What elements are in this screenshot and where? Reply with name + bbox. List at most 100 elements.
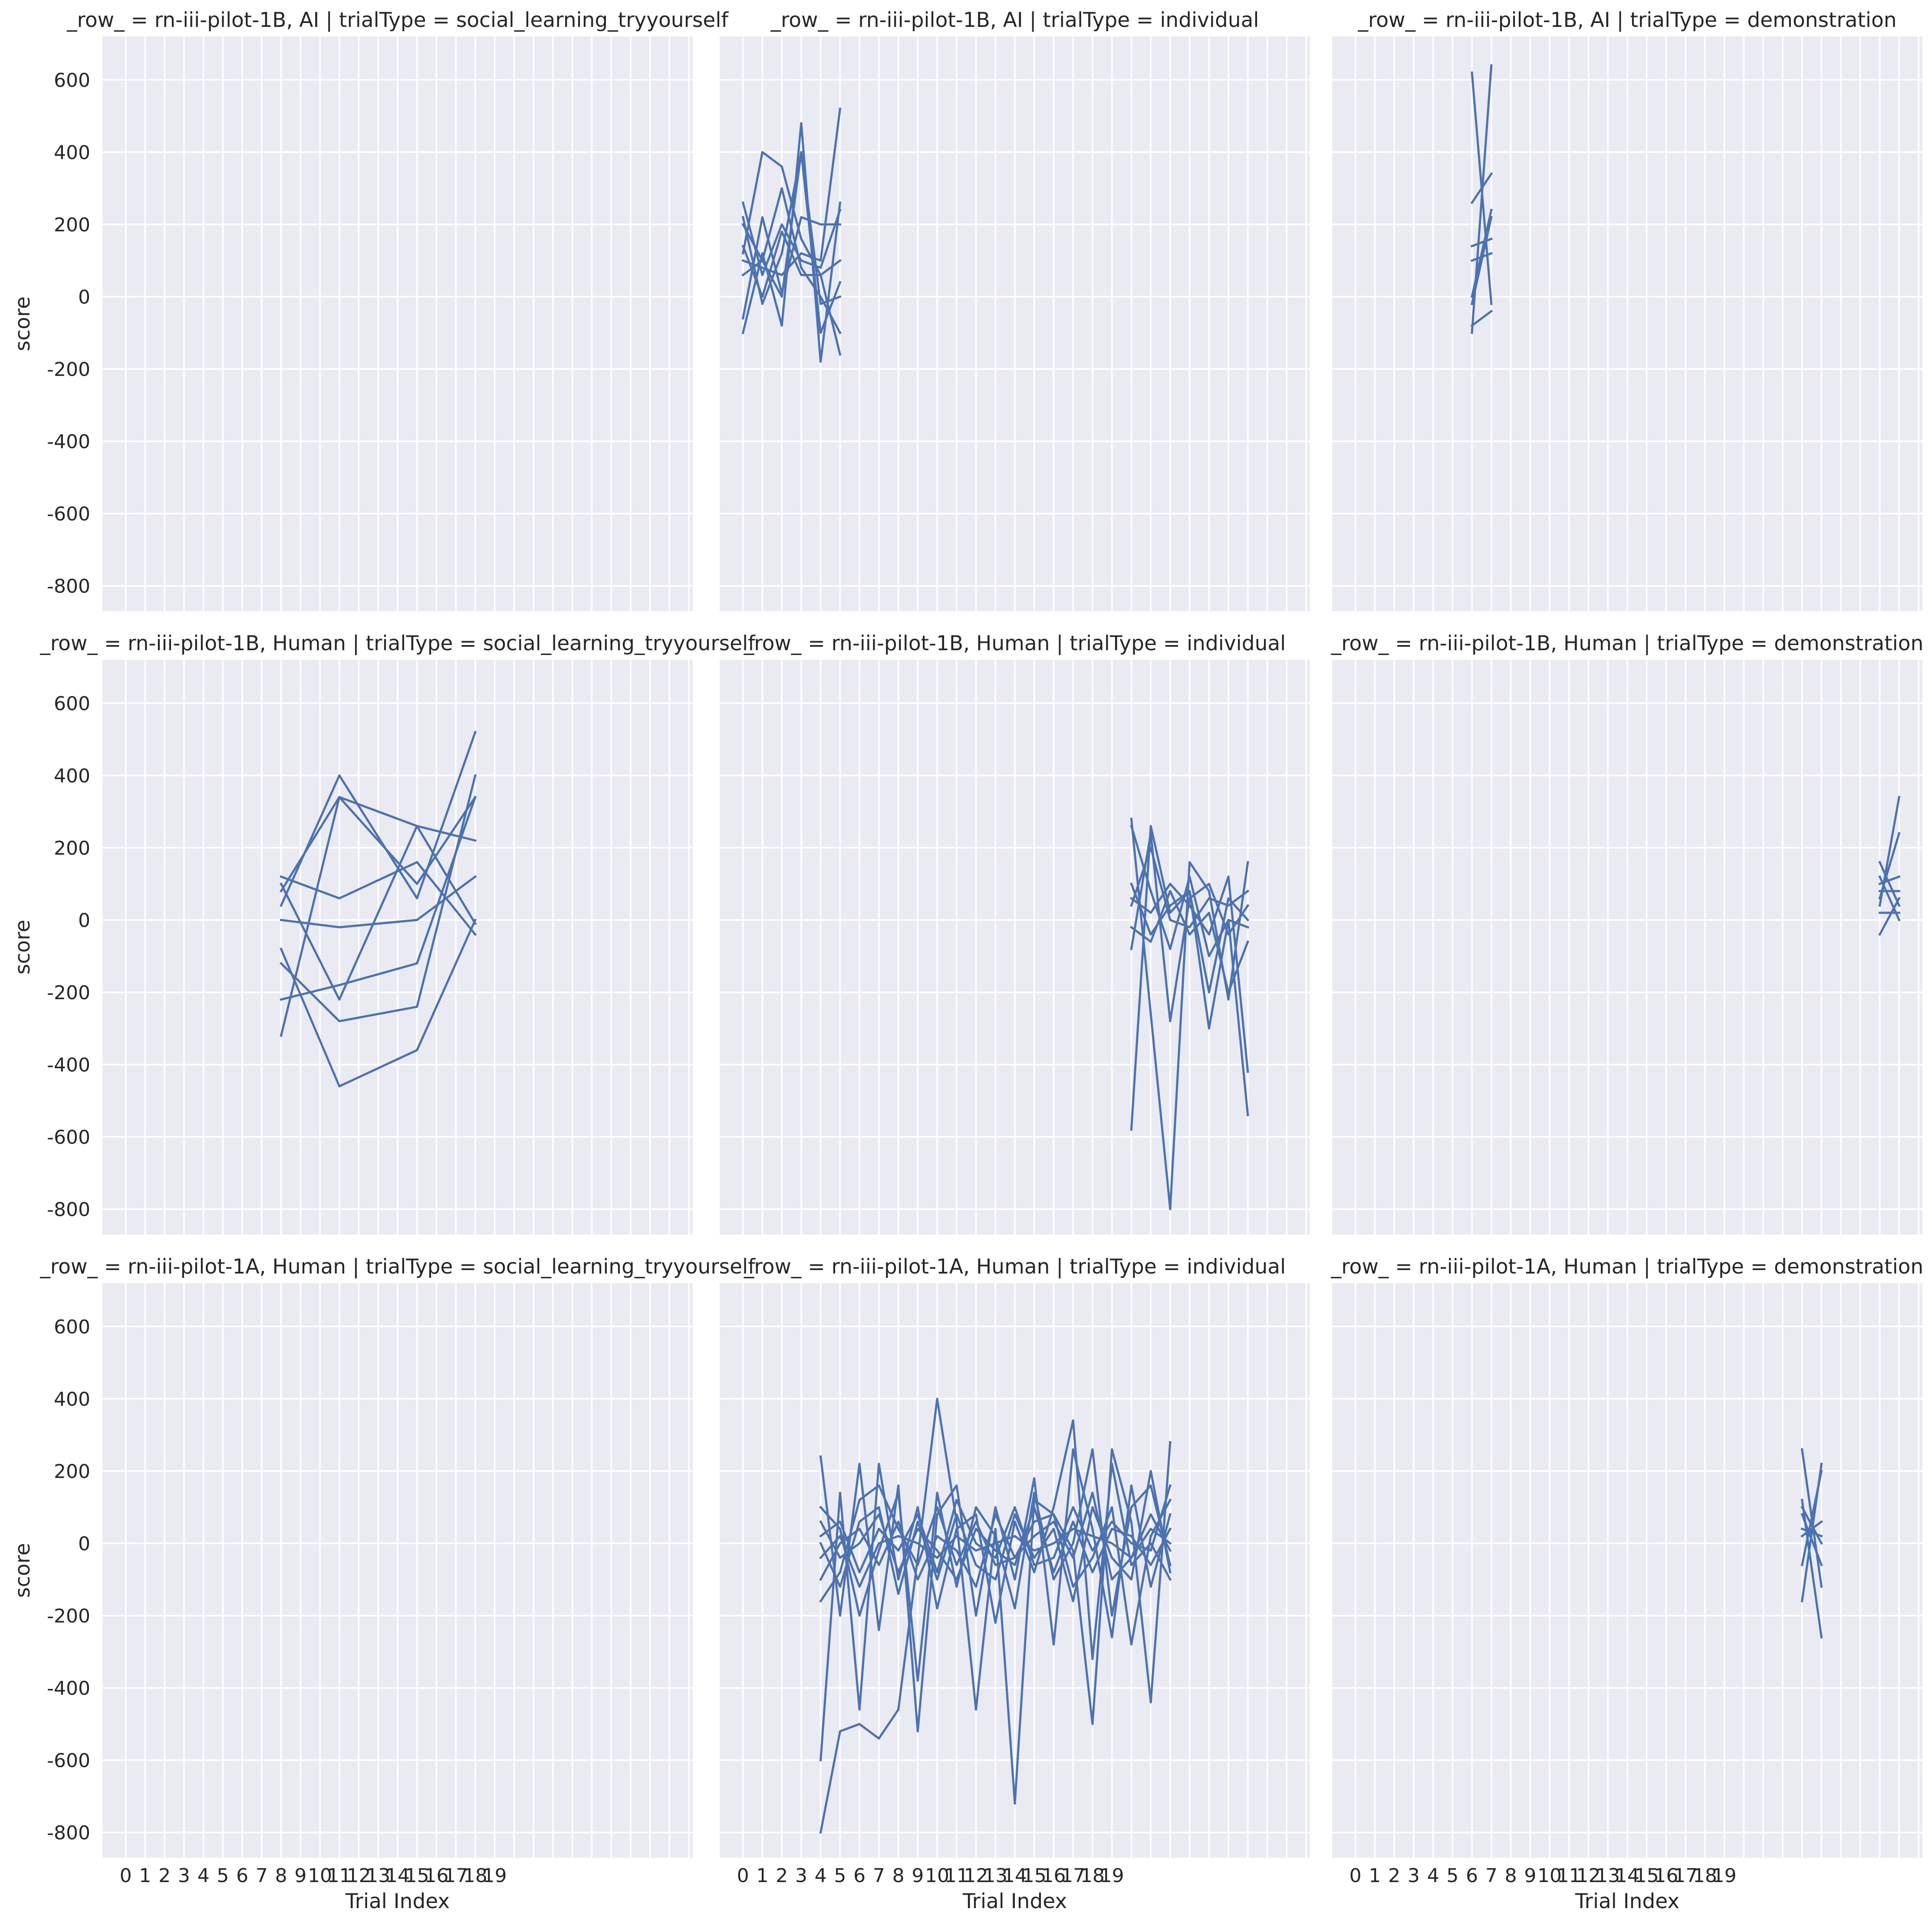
series-line-5 — [1878, 832, 1901, 900]
x-tick-label: 5 — [217, 1865, 229, 1887]
facet-title: _row_ = rn-iii-pilot-1A, Human | trialTy… — [39, 1255, 756, 1279]
x-tick-label: 3 — [795, 1865, 807, 1887]
x-tick-label: 0 — [1349, 1865, 1362, 1887]
y-tick-label: -200 — [47, 1605, 90, 1627]
x-tick-label: 19 — [1712, 1865, 1737, 1887]
y-tick-label: 0 — [78, 910, 90, 932]
series-line-6 — [1800, 1527, 1823, 1538]
x-tick-label: 9 — [912, 1865, 924, 1887]
series-line-7 — [1800, 1505, 1823, 1545]
x-tick-label: 13 — [1596, 1865, 1620, 1887]
y-axis-label: score — [11, 296, 35, 351]
series-line-4 — [280, 918, 477, 1088]
y-tick-label: 600 — [54, 1316, 90, 1338]
facet-panel-0: _row_ = rn-iii-pilot-1B, AI | trialType … — [11, 8, 729, 611]
series-line-8 — [741, 151, 842, 334]
x-tick-label: 8 — [1505, 1865, 1517, 1887]
series-line-5 — [819, 1484, 1172, 1646]
y-tick-label: 600 — [54, 693, 90, 715]
x-tick-label: 5 — [1446, 1865, 1458, 1887]
series-line-6 — [1471, 216, 1493, 306]
series-line-2 — [1129, 875, 1249, 1073]
series-line-3 — [819, 1448, 1172, 1682]
series-line-2 — [280, 875, 477, 928]
facet-panel-1: _row_ = rn-iii-pilot-1B, AI | trialType … — [720, 8, 1310, 611]
x-tick-label: 14 — [385, 1865, 410, 1887]
series-line-7 — [1130, 882, 1250, 994]
x-tick-label: 4 — [197, 1865, 210, 1887]
series-line-4 — [1800, 1513, 1823, 1567]
x-tick-label: 1 — [756, 1865, 768, 1887]
x-tick-label: 11 — [327, 1865, 352, 1887]
y-tick-label: -800 — [47, 576, 90, 598]
x-tick-label: 6 — [853, 1865, 866, 1887]
series-line-2 — [1470, 172, 1493, 204]
y-tick-label: 0 — [78, 286, 90, 309]
y-tick-label: 400 — [54, 1388, 90, 1410]
x-tick-label: 2 — [1388, 1865, 1400, 1887]
x-tick-label: 7 — [873, 1865, 885, 1887]
series-line-6 — [280, 825, 477, 1001]
y-tick-label: -400 — [47, 1678, 90, 1700]
y-tick-label: 600 — [54, 69, 90, 92]
x-tick-label: 2 — [158, 1865, 171, 1887]
x-tick-label: 18 — [1080, 1865, 1105, 1887]
x-tick-label: 16 — [424, 1865, 448, 1887]
x-tick-label: 2 — [776, 1865, 788, 1887]
series-line-8 — [819, 1491, 1172, 1588]
x-tick-label: 13 — [366, 1865, 390, 1887]
series-line-1 — [819, 1448, 1172, 1733]
series-line-5 — [1800, 1520, 1823, 1538]
x-tick-label: 0 — [737, 1865, 749, 1887]
series-line-6 — [819, 1527, 1172, 1588]
series-line-1 — [280, 796, 477, 1037]
x-tick-label: 16 — [1041, 1865, 1066, 1887]
x-tick-label: 12 — [964, 1865, 988, 1887]
y-tick-label: 400 — [54, 765, 90, 787]
series-line-7 — [1878, 875, 1901, 922]
facet-panel-5: _row_ = rn-iii-pilot-1B, Human | trialTy… — [1331, 632, 1923, 1234]
y-tick-label: -400 — [47, 1054, 90, 1076]
x-tick-label: 13 — [983, 1865, 1007, 1887]
x-tick-label: 4 — [1427, 1865, 1439, 1887]
x-tick-label: 10 — [925, 1865, 949, 1887]
y-tick-label: 200 — [54, 837, 90, 859]
facet-panel-3: _row_ = rn-iii-pilot-1B, Human | trialTy… — [11, 632, 756, 1234]
x-tick-label: 12 — [1577, 1865, 1601, 1887]
x-tick-label: 7 — [1485, 1865, 1498, 1887]
y-tick-label: -800 — [47, 1822, 90, 1844]
series-line-3 — [1470, 309, 1493, 327]
x-tick-label: 18 — [1693, 1865, 1717, 1887]
x-tick-label: 8 — [892, 1865, 905, 1887]
y-tick-label: 400 — [54, 142, 90, 164]
series-line-9 — [819, 1484, 1172, 1573]
x-tick-label: 0 — [120, 1865, 132, 1887]
x-tick-label: 9 — [1524, 1865, 1536, 1887]
y-tick-label: 200 — [54, 1461, 90, 1483]
facet-title: _row_ = rn-iii-pilot-1A, Human | trialTy… — [1331, 1255, 1923, 1279]
facet-panel-8: _row_ = rn-iii-pilot-1A, Human | trialTy… — [1331, 1255, 1923, 1913]
x-axis-label: Trial Index — [345, 1889, 450, 1913]
x-tick-label: 9 — [294, 1865, 306, 1887]
x-tick-label: 15 — [405, 1865, 429, 1887]
x-tick-label: 3 — [178, 1865, 190, 1887]
x-tick-label: 15 — [1635, 1865, 1659, 1887]
y-tick-label: -600 — [47, 1126, 90, 1149]
series-line-7 — [1471, 208, 1493, 298]
x-tick-label: 17 — [444, 1865, 468, 1887]
x-tick-label: 11 — [945, 1865, 969, 1887]
y-tick-label: -400 — [47, 431, 90, 453]
x-tick-label: 17 — [1061, 1865, 1085, 1887]
series-line-5 — [1130, 846, 1250, 928]
y-tick-label: -200 — [47, 359, 90, 381]
series-line-4 — [741, 107, 842, 276]
facet-panel-7: _row_ = rn-iii-pilot-1A, Human | trialTy… — [720, 1255, 1310, 1913]
series-line-5 — [1470, 237, 1493, 248]
x-tick-label: 18 — [463, 1865, 487, 1887]
x-tick-label: 15 — [1022, 1865, 1047, 1887]
y-axis-label: score — [11, 920, 35, 974]
x-tick-label: 5 — [834, 1865, 846, 1887]
y-tick-label: -200 — [47, 982, 90, 1004]
series-line-6 — [1130, 824, 1250, 958]
